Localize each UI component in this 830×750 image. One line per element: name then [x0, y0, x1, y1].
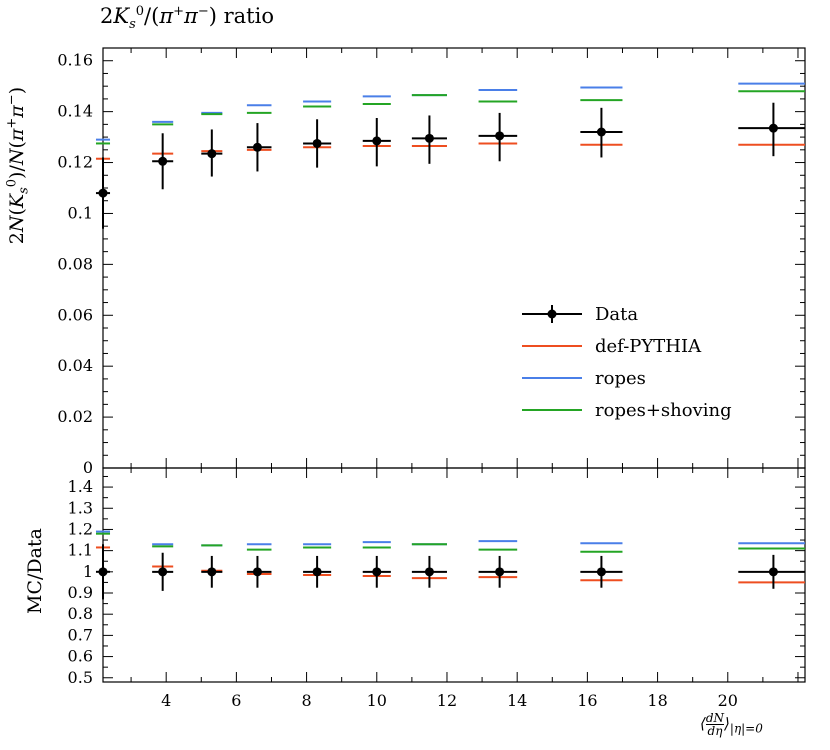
x-tick-label: 18 [647, 691, 667, 710]
y-tick-label: 1 [83, 562, 93, 581]
x-tick-label: 4 [161, 691, 171, 710]
main-data-point [495, 131, 505, 141]
ratio-data-point [252, 567, 262, 577]
y-tick-label: 0.06 [57, 305, 93, 324]
main-data-point [424, 133, 434, 143]
ratio-data-point [207, 567, 217, 577]
ratio-data-point [495, 567, 505, 577]
y-tick-label: 0.02 [57, 407, 93, 426]
x-tick-label: 12 [437, 691, 457, 710]
y-tick-label: 1.4 [68, 477, 93, 496]
y-tick-label: 0.5 [68, 668, 93, 687]
x-tick-label: 6 [231, 691, 241, 710]
y-tick-label: 0.6 [68, 647, 93, 666]
ratio-data-point [312, 567, 322, 577]
legend-data-marker [547, 309, 557, 319]
main-data-point [372, 136, 382, 146]
y-tick-label: 0.9 [68, 583, 93, 602]
y-tick-label: 1.3 [68, 498, 93, 517]
legend-label-ropes: ropes [595, 368, 646, 389]
y-tick-label: 0.7 [68, 625, 93, 644]
y-tick-label: 0.1 [68, 203, 93, 222]
ratio-data-point [424, 567, 434, 577]
y-tick-label: 1.1 [68, 541, 93, 560]
legend-label-def-pythia: def-PYTHIA [595, 336, 702, 357]
y-tick-label: 1.2 [68, 519, 93, 538]
main-data-point [596, 127, 606, 137]
ratio-data-point [372, 567, 382, 577]
x-tick-label: 8 [301, 691, 311, 710]
main-data-point [158, 156, 168, 166]
legend-label-ropes-shoving: ropes+shoving [595, 400, 732, 421]
legend-label-data: Data [595, 304, 638, 325]
y-tick-label: 0.08 [57, 254, 93, 273]
ratio-plot-frame [102, 467, 806, 683]
y-tick-label: 0.14 [57, 102, 93, 121]
main-data-point [768, 123, 778, 133]
chart-title: 2Ks0/(π+π−) ratio [100, 4, 274, 33]
x-axis-label: ⟨ dN dη ⟩|η|=0 [700, 711, 763, 738]
y-tick-label: 0.8 [68, 604, 93, 623]
y-tick-label: 0.16 [57, 51, 93, 70]
ratio-data-point [596, 567, 606, 577]
x-tick-label: 14 [507, 691, 527, 710]
x-tick-label: 16 [577, 691, 597, 710]
y-tick-label: 0.04 [57, 356, 93, 375]
main-data-point [207, 149, 217, 159]
main-data-point [98, 188, 108, 198]
y-tick-label: 0.12 [57, 153, 93, 172]
x-tick-label: 10 [367, 691, 387, 710]
x-tick-label: 20 [718, 691, 738, 710]
ratio-data-point [98, 567, 108, 577]
ratio-data-point [158, 567, 168, 577]
ratio-data-point [768, 567, 778, 577]
main-data-point [312, 138, 322, 148]
y-tick-label: 0 [83, 458, 93, 477]
main-data-point [252, 142, 262, 152]
